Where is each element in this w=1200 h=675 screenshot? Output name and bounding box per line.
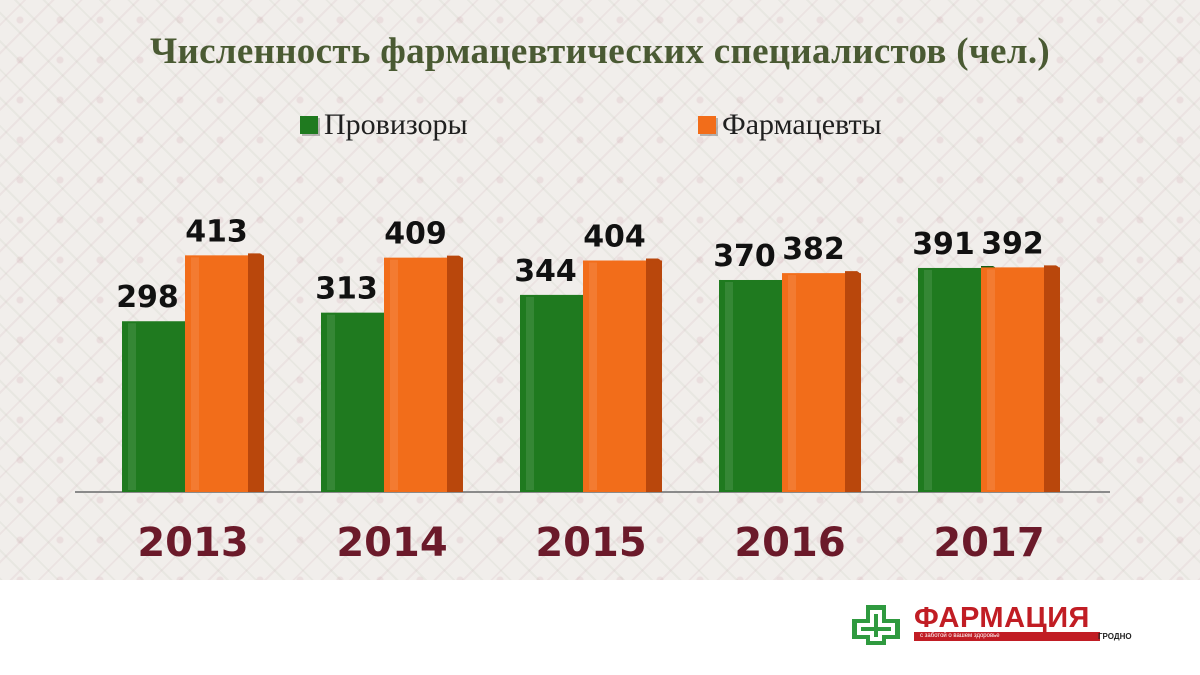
bar-series-2-2016: [782, 273, 845, 492]
category-label-2014: 2014: [336, 520, 447, 566]
green-cross-icon: [852, 605, 900, 645]
bar-series-1-2016: [719, 279, 782, 492]
bar-series-1-2013: [122, 321, 185, 492]
bar-series-2-2017: [981, 267, 1044, 492]
logo-tagline: с заботой о вашем здоровье: [914, 632, 1100, 641]
bar-highlight-2-2014: [390, 259, 398, 490]
bar-highlight-2-2013: [191, 257, 199, 490]
logo: ФАРМАЦИЯ с заботой о вашем здоровье ГРОД…: [848, 602, 1148, 648]
bar-series-2-2015: [583, 260, 646, 492]
chart-title: Численность фармацевтических специалисто…: [150, 31, 1050, 72]
value-label-1-2015: 344: [514, 254, 577, 289]
bar-highlight-2-2016: [788, 275, 796, 490]
bar-highlight-2-2015: [589, 262, 597, 490]
value-label-2-2014: 409: [384, 217, 447, 252]
bar-series-2-2013: [185, 255, 248, 492]
category-label-2013: 2013: [137, 520, 248, 566]
footer-band: [0, 580, 1200, 675]
value-label-2-2016: 382: [782, 232, 845, 267]
bar-highlight-2-2017: [987, 269, 995, 490]
value-label-1-2014: 313: [315, 272, 378, 307]
category-label-2015: 2015: [535, 520, 646, 566]
legend: Провизоры Фармацевты: [0, 108, 1200, 142]
legend-label-series-2: Фармацевты: [722, 108, 882, 141]
bar-series-1-2017: [918, 267, 981, 492]
bar-side-2-2015: [646, 260, 662, 492]
bar-highlight-1-2017: [924, 269, 932, 490]
bar-series-2-2014: [384, 257, 447, 492]
value-label-2-2017: 392: [981, 226, 1044, 261]
legend-item-series-1: Провизоры: [300, 108, 468, 142]
bar-highlight-1-2015: [526, 296, 534, 490]
category-label-2017: 2017: [933, 520, 1044, 566]
legend-swatch-series-1: [300, 116, 318, 134]
bar-side-2-2016: [845, 273, 861, 492]
logo-name: ФАРМАЦИЯ: [914, 602, 1090, 634]
category-label-2016: 2016: [734, 520, 845, 566]
bar-side-2-2013: [248, 255, 264, 492]
bar-highlight-1-2014: [327, 314, 335, 490]
value-label-1-2016: 370: [713, 239, 776, 274]
value-label-2-2013: 413: [185, 214, 248, 249]
bar-series-1-2015: [520, 294, 583, 492]
bar-side-2-2014: [447, 257, 463, 492]
bar-series-1-2014: [321, 312, 384, 492]
logo-city: ГРОДНО: [1098, 632, 1132, 641]
value-label-1-2017: 391: [912, 227, 975, 262]
bar-highlight-1-2016: [725, 281, 733, 490]
bar-highlight-1-2013: [128, 323, 136, 490]
legend-swatch-series-2: [698, 116, 716, 134]
legend-label-series-1: Провизоры: [324, 108, 468, 141]
bar-side-2-2017: [1044, 267, 1060, 492]
legend-item-series-2: Фармацевты: [698, 108, 882, 142]
value-label-1-2013: 298: [116, 280, 179, 315]
value-label-2-2015: 404: [583, 220, 646, 255]
